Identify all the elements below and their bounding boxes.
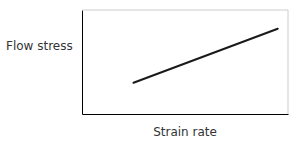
x-axis-line bbox=[83, 114, 289, 115]
y-axis-line bbox=[82, 11, 83, 115]
line bbox=[134, 29, 278, 83]
y-axis bbox=[82, 11, 83, 115]
plot-area bbox=[82, 10, 289, 115]
marks bbox=[134, 29, 278, 83]
frame-right bbox=[288, 10, 289, 114]
x-axis-title: Strain rate bbox=[153, 125, 217, 139]
y-axis-title: Flow stress bbox=[6, 39, 73, 53]
x-axis bbox=[83, 114, 289, 115]
chart: Strain rate Flow stress bbox=[0, 0, 300, 144]
frame-top bbox=[82, 10, 288, 11]
